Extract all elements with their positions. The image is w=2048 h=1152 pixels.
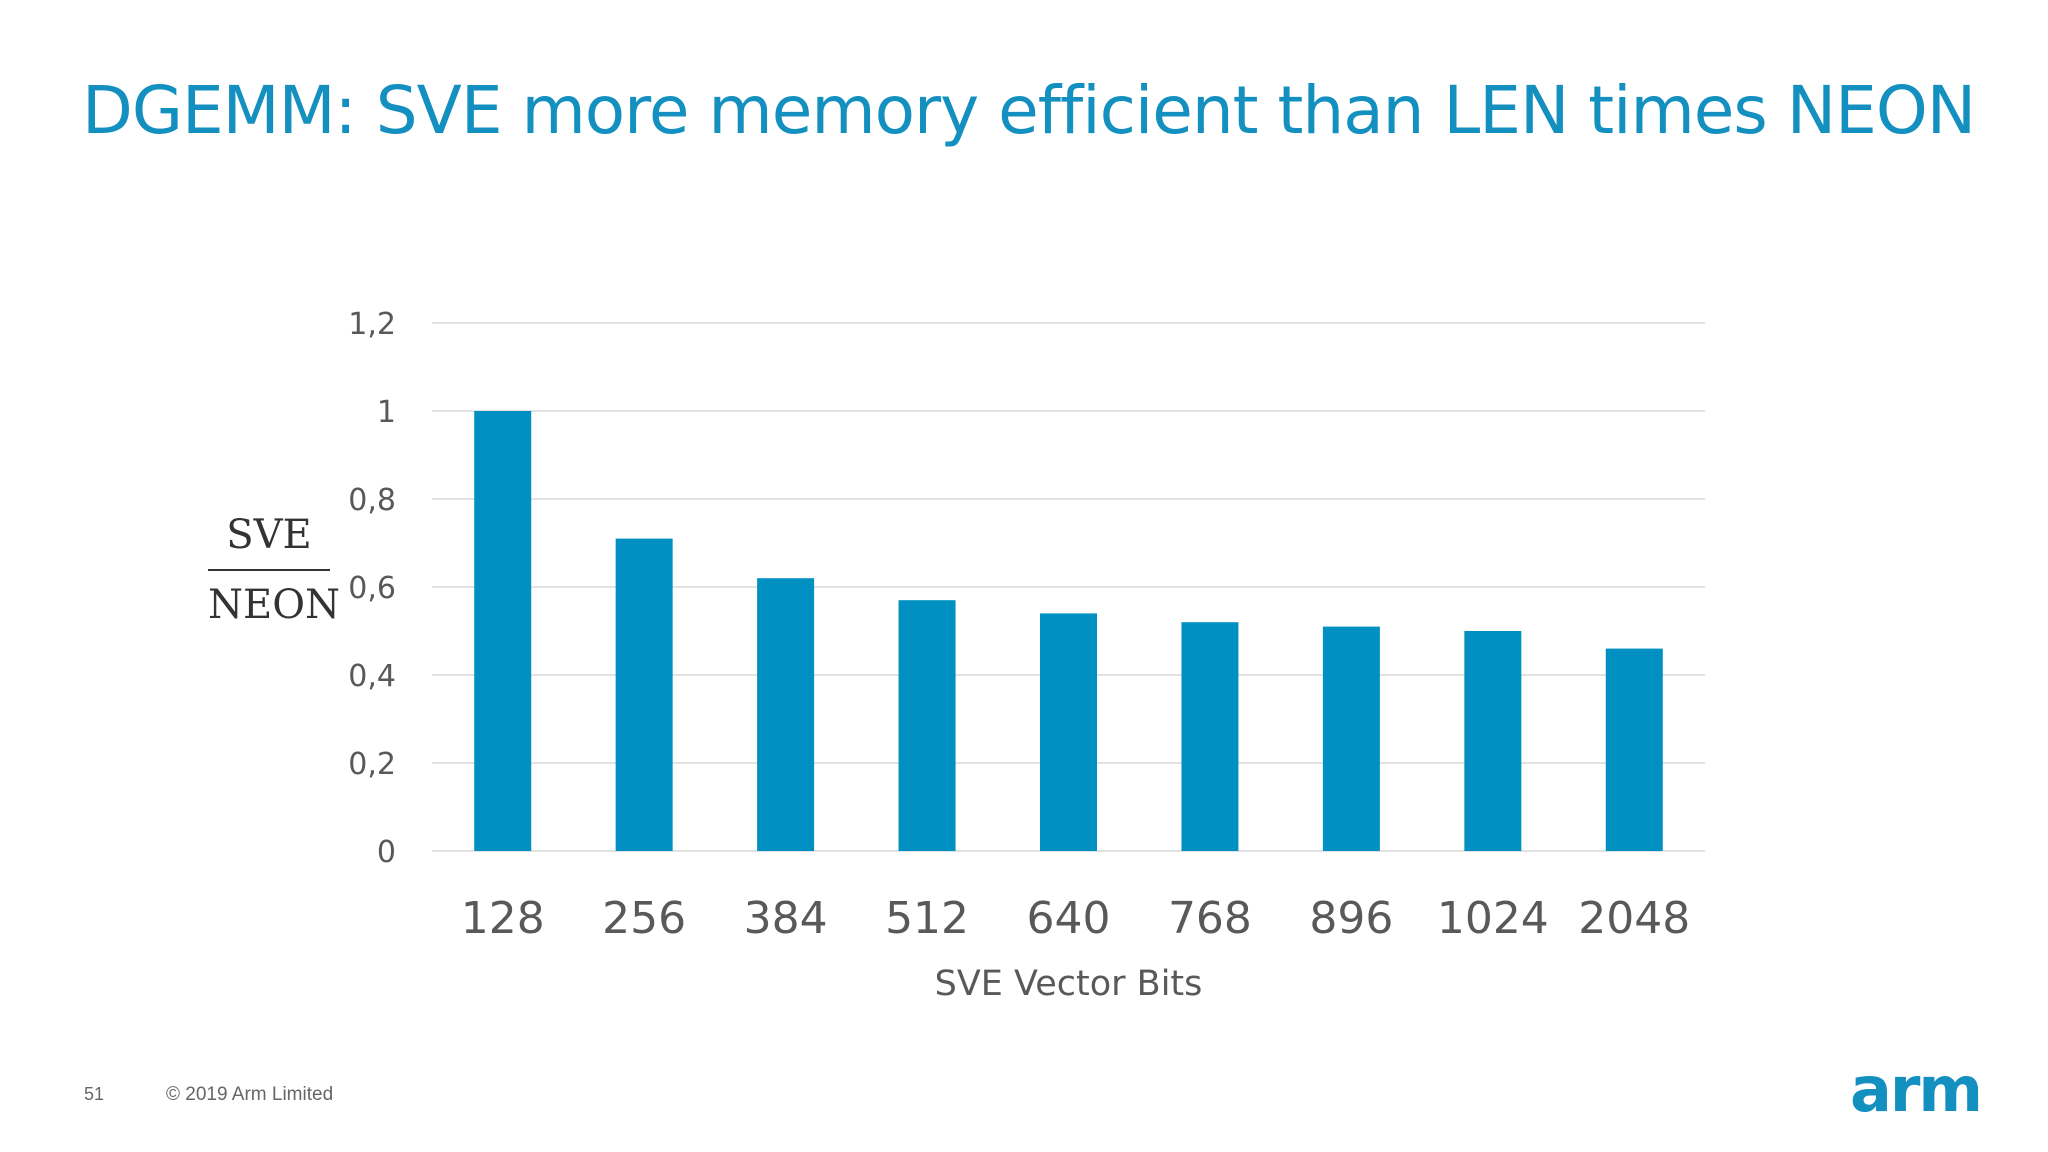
y-axis-label-numerator: SVE [208, 515, 330, 571]
x-tick-label: 2048 [1578, 893, 1690, 944]
bar [1040, 613, 1097, 851]
y-tick-label: 0,8 [348, 483, 396, 518]
x-tick-label: 1024 [1437, 893, 1549, 944]
y-axis-label-denominator: NEON [208, 582, 340, 628]
arm-logo: arm [1850, 1056, 1983, 1122]
y-tick-label: 0 [377, 835, 396, 870]
y-tick-label: 1 [377, 395, 396, 430]
y-tick-label: 0,2 [348, 747, 396, 782]
svg-text:arm: arm [1850, 1056, 1981, 1122]
bar [1181, 622, 1239, 851]
bar [474, 411, 532, 851]
copyright-text: © 2019 Arm Limited [166, 1084, 334, 1105]
y-axis-label: SVE NEON [208, 515, 340, 628]
x-tick-label: 128 [461, 893, 545, 944]
x-axis-title: SVE Vector Bits [935, 964, 1203, 1004]
bar [757, 578, 815, 851]
x-tick-label: 896 [1309, 893, 1393, 944]
x-tick-label: 512 [885, 893, 969, 944]
x-tick-label: 384 [744, 893, 828, 944]
x-tick-label: 768 [1168, 893, 1252, 944]
x-tick-label: 256 [602, 893, 686, 944]
page-number: 51 [84, 1084, 105, 1104]
bar [1322, 626, 1380, 851]
y-tick-label: 0,6 [348, 571, 396, 606]
bar [898, 600, 956, 851]
bar [1464, 631, 1522, 851]
y-tick-label: 0,4 [348, 659, 396, 694]
bar [1605, 648, 1663, 851]
y-tick-label: 1,2 [348, 307, 396, 342]
slide-title: DGEMM: SVE more memory efficient than LE… [82, 72, 1976, 149]
x-tick-label: 640 [1027, 893, 1111, 944]
bar [615, 538, 673, 851]
